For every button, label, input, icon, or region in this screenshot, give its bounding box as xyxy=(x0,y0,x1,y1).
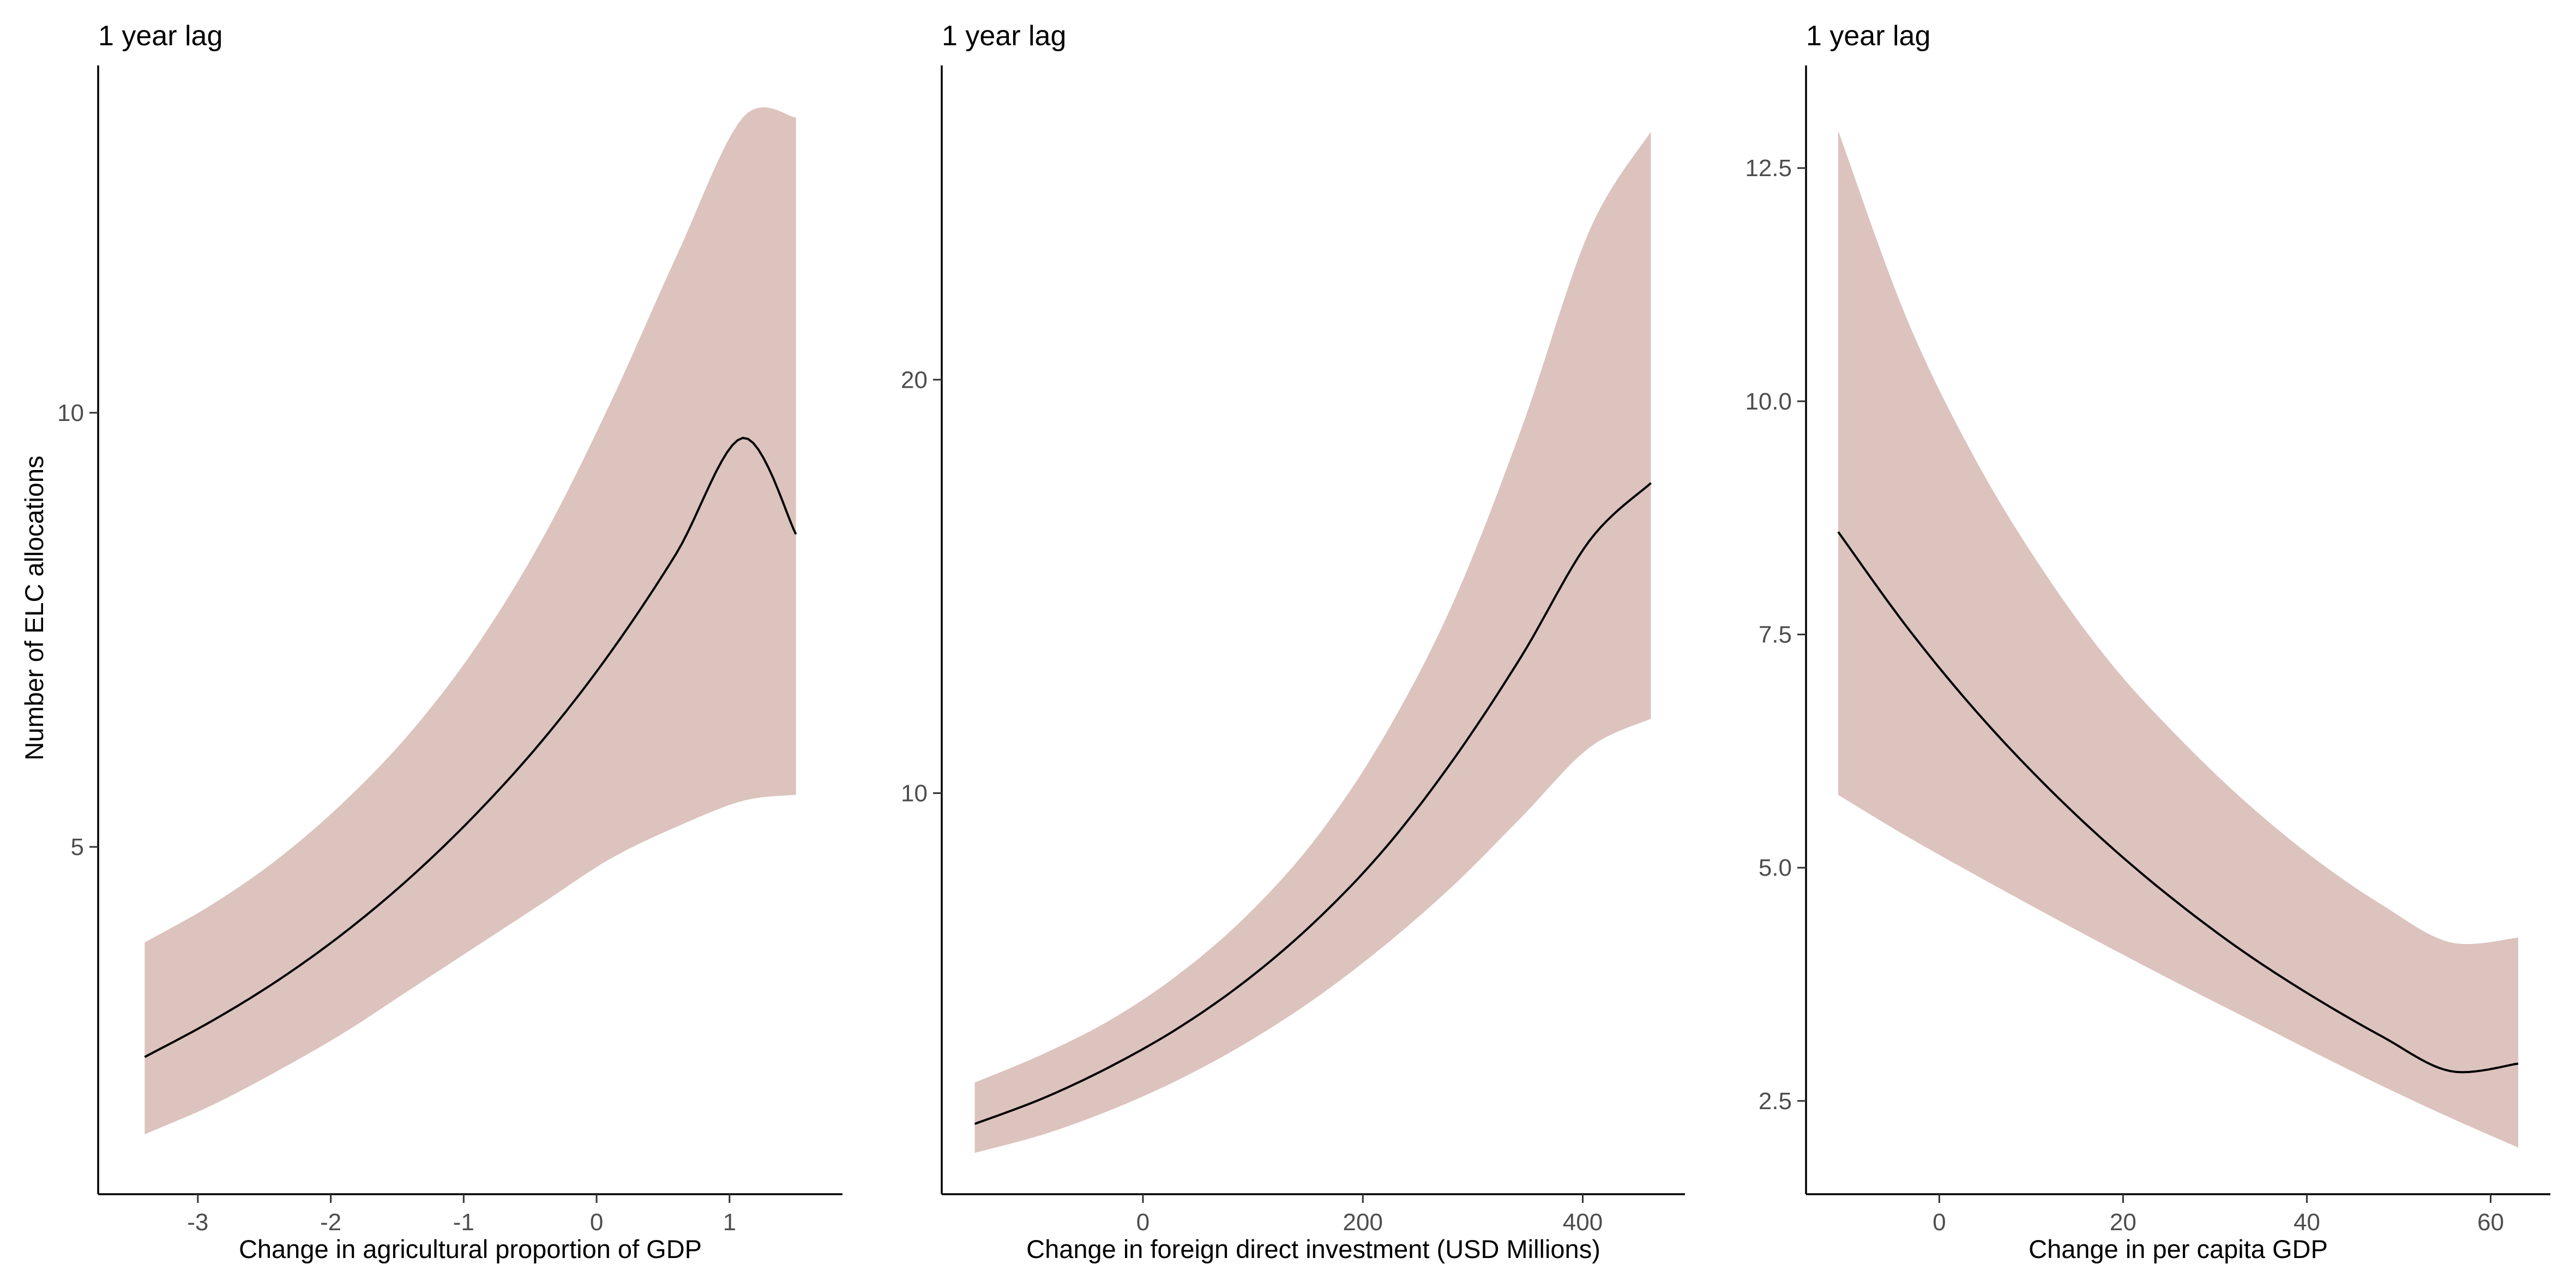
x-tick-label: -1 xyxy=(453,1209,474,1236)
panels-group: -3 -2 -1 0 1 5 10 1 year lag Change in agricultu… xyxy=(57,20,2550,1263)
x-tick-label: 20 xyxy=(2110,1209,2136,1236)
fitted-line xyxy=(974,482,1652,1125)
y-axis-title: Number of ELC allocations xyxy=(20,455,49,760)
y-tick-label: 10 xyxy=(901,780,928,807)
x-tick-label: 0 xyxy=(1933,1209,1946,1236)
x-tick-label: 400 xyxy=(1563,1209,1603,1236)
chart-panel-2: 0 200 400 10 20 1 year lag Change in foreign d… xyxy=(901,20,1685,1263)
chart-panel-3: 0 20 40 60 2.5 5.0 7.5 10.0 12.5 1 year lag Change… xyxy=(1745,20,2550,1263)
y-tick-label: 12.5 xyxy=(1745,155,1792,182)
fitted-line xyxy=(1837,531,2519,1074)
panel-title: 1 year lag xyxy=(942,20,1066,52)
chart-panel-1: -3 -2 -1 0 1 5 10 1 year lag Change in agricultu… xyxy=(57,20,842,1263)
x-axis-title: Change in foreign direct investment (USD… xyxy=(1026,1235,1600,1263)
confidence-ribbon xyxy=(974,131,1651,1153)
y-tick-label: 2.5 xyxy=(1759,1088,1792,1115)
x-tick-label: 40 xyxy=(2294,1209,2320,1236)
panel-title: 1 year lag xyxy=(1806,20,1930,52)
x-tick-label: 200 xyxy=(1343,1209,1383,1236)
y-tick-label: 10.0 xyxy=(1745,388,1792,415)
y-tick-label: 5.0 xyxy=(1759,854,1792,881)
confidence-ribbon xyxy=(1838,130,2518,1148)
y-tick-label: 20 xyxy=(901,366,928,393)
y-tick-label: 10 xyxy=(57,400,84,426)
x-tick-label: -3 xyxy=(187,1209,208,1236)
x-tick-label: -2 xyxy=(320,1209,341,1236)
confidence-ribbon xyxy=(145,107,796,1135)
panel-title: 1 year lag xyxy=(98,20,222,52)
x-axis-title: Change in agricultural proportion of GDP xyxy=(239,1235,702,1263)
y-tick-label: 7.5 xyxy=(1759,622,1792,648)
x-tick-label: 0 xyxy=(590,1209,603,1236)
x-axis-title: Change in per capita GDP xyxy=(2029,1235,2328,1263)
y-tick-label: 5 xyxy=(71,834,84,860)
x-tick-label: 60 xyxy=(2477,1209,2504,1236)
fitted-line xyxy=(144,437,797,1058)
x-tick-label: 0 xyxy=(1136,1209,1149,1236)
x-tick-label: 1 xyxy=(723,1209,736,1236)
